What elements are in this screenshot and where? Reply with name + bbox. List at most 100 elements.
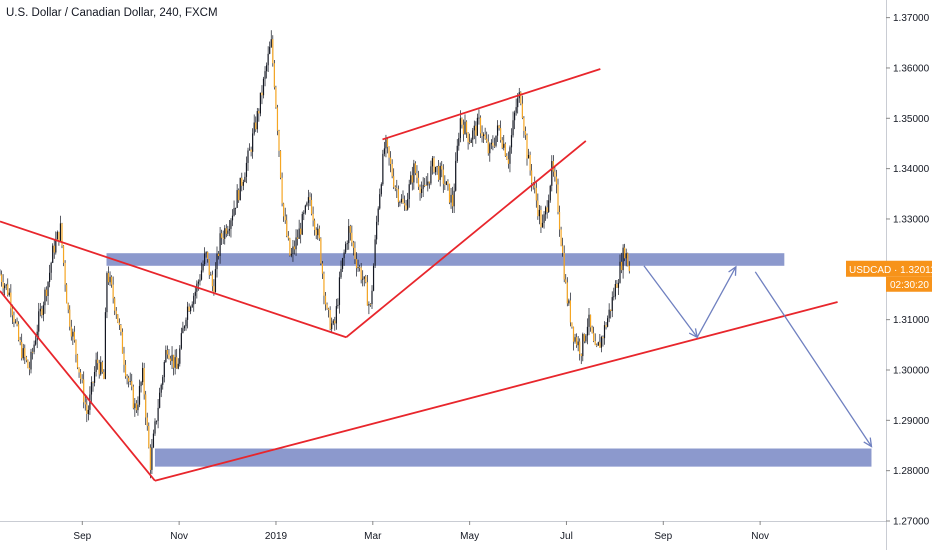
candle-body [269,46,271,54]
candle-body [501,140,503,148]
candle-body [278,130,280,151]
candle-body [224,228,226,239]
candle-body [472,130,474,140]
candle-body [408,184,410,200]
candle-body [0,274,3,283]
candle-body [204,253,206,265]
candle-body [27,360,29,368]
candle-body [360,267,362,280]
candle-body [563,252,565,280]
candle-body [368,303,370,306]
candle-body [394,187,396,189]
candle-body [393,176,395,188]
y-tick-label: 1.34000 [893,164,930,175]
candle-body [124,364,127,377]
candle-body [145,394,147,418]
candle-body [11,308,13,316]
candle-body [19,340,21,343]
candle-body [264,71,266,79]
candle-body [266,65,268,72]
candle-body [188,306,190,312]
candle-body [517,98,519,108]
candle-body [149,447,151,470]
candle-body [107,273,110,283]
x-tick-label: 2019 [265,531,288,542]
candle-body [594,341,596,346]
candle-body [582,334,584,357]
candle-body [143,367,145,395]
candle-body [481,133,483,137]
candle-body [160,384,162,393]
candle-body [230,220,232,229]
candle-body [616,284,618,288]
candle-body [314,220,316,231]
candle-body [620,261,623,271]
candle-body [114,298,116,311]
candle-body [479,117,482,134]
candle-body [591,327,593,333]
candle-body [303,212,305,215]
candle-body [341,258,344,269]
candle-body [211,274,213,287]
candle-body [90,382,93,395]
candle-body [390,157,392,164]
candle-body [357,267,359,269]
candle-body [293,246,296,250]
candle-body [95,359,97,372]
candle-body [407,199,409,210]
candle-body [163,362,165,378]
candle-body [489,144,491,154]
candle-body [478,117,480,119]
candle-body [346,243,348,245]
candle-body [496,125,499,136]
candle-body [566,282,568,304]
y-tick-label: 1.35000 [893,114,930,125]
candle-body [607,318,609,327]
candle-body [599,342,601,348]
candle-body [374,239,376,266]
candle-body [354,247,356,260]
candle-body [93,371,96,383]
chart-title: U.S. Dollar / Canadian Dollar, 240, FXCM [6,7,218,19]
candle-body [165,349,167,363]
candle-body [13,315,15,323]
candle-body [283,203,285,217]
candle-body [438,166,440,180]
candle-body [191,304,193,308]
candle-body [445,181,447,185]
candle-body [622,247,624,271]
candle-body [583,334,585,342]
candle-body [326,304,328,309]
candle-body [520,92,522,104]
candle-body [486,138,488,142]
candle-body [216,253,218,270]
candle-body [430,166,432,184]
candle-body [476,117,478,136]
candle-body [397,189,399,203]
candle-body [64,262,66,285]
candle-body [281,177,283,204]
candle-body [340,268,342,278]
candle-body [417,177,420,187]
candle-body [526,135,528,159]
candle-body [100,362,102,375]
candle-body [524,130,527,136]
candle-body [343,252,345,259]
candle-body [250,149,252,152]
candle-body [171,354,173,362]
candle-body [177,363,179,369]
candle-body [534,185,536,188]
candle-body [28,367,31,370]
candle-body [56,232,58,240]
candle-body [199,279,201,282]
candle-body [376,221,378,240]
candle-body [236,190,238,208]
candle-body [586,326,589,336]
arrow-line-0 [643,265,698,338]
candle-body [320,238,322,264]
candle-body [98,363,100,375]
candle-body [66,284,68,304]
candle-body [247,150,249,163]
